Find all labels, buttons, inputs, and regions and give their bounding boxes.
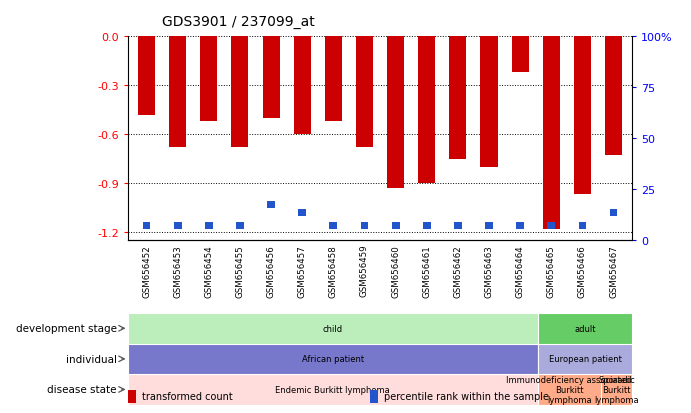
Text: GSM656466: GSM656466 [578,244,587,297]
Text: GSM656453: GSM656453 [173,244,182,297]
Text: percentile rank within the sample: percentile rank within the sample [384,392,549,401]
Bar [578,223,587,229]
Bar [542,37,560,229]
Text: GSM656467: GSM656467 [609,244,618,297]
Bar [574,37,591,195]
Bar [418,37,435,184]
Bar [392,223,399,229]
Bar [128,374,538,405]
Text: European patient: European patient [549,354,621,363]
Bar [173,223,182,229]
Bar [299,210,306,216]
Text: GSM656455: GSM656455 [236,244,245,297]
Bar [138,37,155,115]
Bar [361,223,368,229]
Text: GSM656454: GSM656454 [205,244,214,297]
Text: GSM656458: GSM656458 [329,244,338,297]
Bar [600,374,632,405]
Bar [538,374,600,405]
Text: transformed count: transformed count [142,392,232,401]
Text: GSM656464: GSM656464 [515,244,524,297]
Bar [449,37,466,159]
Bar [205,223,213,229]
Text: child: child [323,324,343,333]
Bar [128,313,538,344]
Text: Sporadic
Burkitt
lymphoma: Sporadic Burkitt lymphoma [594,375,638,404]
Text: GDS3901 / 237099_at: GDS3901 / 237099_at [162,15,315,29]
Text: Immunodeficiency associated
Burkitt
lymphoma: Immunodeficiency associated Burkitt lymp… [507,375,632,404]
Bar [294,37,311,135]
Bar [356,37,373,148]
Bar [454,223,462,229]
Text: GSM656461: GSM656461 [422,244,431,297]
Bar [609,210,618,216]
Bar [267,202,275,208]
Text: African patient: African patient [302,354,364,363]
Text: GSM656457: GSM656457 [298,244,307,297]
Text: GSM656459: GSM656459 [360,244,369,297]
Bar [538,313,632,344]
Text: GSM656462: GSM656462 [453,244,462,297]
Bar [387,37,404,188]
Text: adult: adult [574,324,596,333]
Text: individual: individual [66,354,117,364]
Bar [538,344,632,374]
Bar [325,37,342,122]
Text: Endemic Burkitt lymphoma: Endemic Burkitt lymphoma [276,385,390,394]
Bar [128,344,538,374]
Text: GSM656465: GSM656465 [547,244,556,297]
Bar [169,37,186,148]
Text: development stage: development stage [16,323,117,333]
Bar [423,223,430,229]
Bar [231,37,249,148]
Text: GSM656463: GSM656463 [484,244,493,297]
Text: GSM656452: GSM656452 [142,244,151,297]
Text: disease state: disease state [47,385,117,394]
Bar [236,223,244,229]
Bar [142,223,151,229]
Bar [485,223,493,229]
Bar [200,37,218,122]
Bar [605,37,622,156]
Bar [516,223,524,229]
Bar [263,37,280,119]
Bar [330,223,337,229]
Text: GSM656460: GSM656460 [391,244,400,297]
Bar [480,37,498,167]
Text: GSM656456: GSM656456 [267,244,276,297]
Bar [511,37,529,73]
Bar [547,223,555,229]
